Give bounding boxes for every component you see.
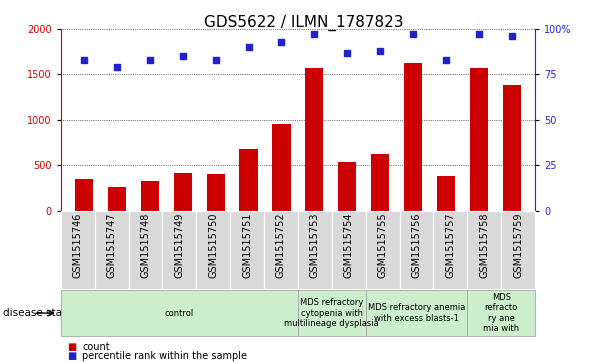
Text: percentile rank within the sample: percentile rank within the sample	[82, 351, 247, 361]
Text: GSM1515758: GSM1515758	[479, 212, 489, 278]
Text: GDS5622 / ILMN_1787823: GDS5622 / ILMN_1787823	[204, 15, 404, 31]
Text: GSM1515748: GSM1515748	[140, 212, 151, 278]
Point	[277, 39, 286, 45]
Point	[211, 57, 221, 63]
Text: GSM1515755: GSM1515755	[378, 212, 388, 278]
Bar	[305, 68, 323, 211]
Bar	[503, 85, 521, 211]
Point	[375, 48, 385, 54]
Point	[145, 57, 154, 63]
Bar	[338, 163, 356, 211]
Bar	[140, 180, 159, 211]
Point	[342, 50, 352, 56]
Point	[244, 44, 254, 50]
Point	[79, 57, 89, 63]
Text: MDS
refracto
ry ane
mia with: MDS refracto ry ane mia with	[483, 293, 519, 333]
Text: ■: ■	[67, 351, 76, 361]
Bar	[240, 149, 258, 211]
Point	[507, 33, 517, 39]
Text: MDS refractory anemia
with excess blasts-1: MDS refractory anemia with excess blasts…	[368, 303, 465, 323]
Text: count: count	[82, 342, 109, 352]
Point	[178, 53, 187, 59]
Text: control: control	[165, 309, 194, 318]
Bar	[470, 68, 488, 211]
Bar	[174, 173, 192, 211]
Text: GSM1515746: GSM1515746	[73, 212, 83, 278]
Text: GSM1515753: GSM1515753	[310, 212, 320, 278]
Text: GSM1515747: GSM1515747	[106, 212, 117, 278]
Point	[441, 57, 451, 63]
Bar	[371, 154, 389, 211]
Text: GSM1515749: GSM1515749	[174, 212, 184, 278]
Bar	[404, 62, 422, 211]
Bar	[207, 174, 224, 211]
Point	[112, 64, 122, 70]
Bar	[108, 187, 126, 211]
Bar	[75, 179, 93, 211]
Point	[309, 32, 319, 37]
Bar	[272, 124, 291, 211]
Text: GSM1515752: GSM1515752	[276, 212, 286, 278]
Text: GSM1515751: GSM1515751	[242, 212, 252, 278]
Text: disease state: disease state	[3, 308, 72, 318]
Text: GSM1515750: GSM1515750	[208, 212, 218, 278]
Bar	[437, 176, 455, 211]
Point	[409, 32, 418, 37]
Text: GSM1515759: GSM1515759	[513, 212, 523, 278]
Text: ■: ■	[67, 342, 76, 352]
Text: GSM1515754: GSM1515754	[344, 212, 354, 278]
Text: GSM1515757: GSM1515757	[445, 212, 455, 278]
Text: MDS refractory
cytopenia with
multilineage dysplasia: MDS refractory cytopenia with multilinea…	[285, 298, 379, 328]
Text: GSM1515756: GSM1515756	[412, 212, 421, 278]
Point	[474, 32, 484, 37]
